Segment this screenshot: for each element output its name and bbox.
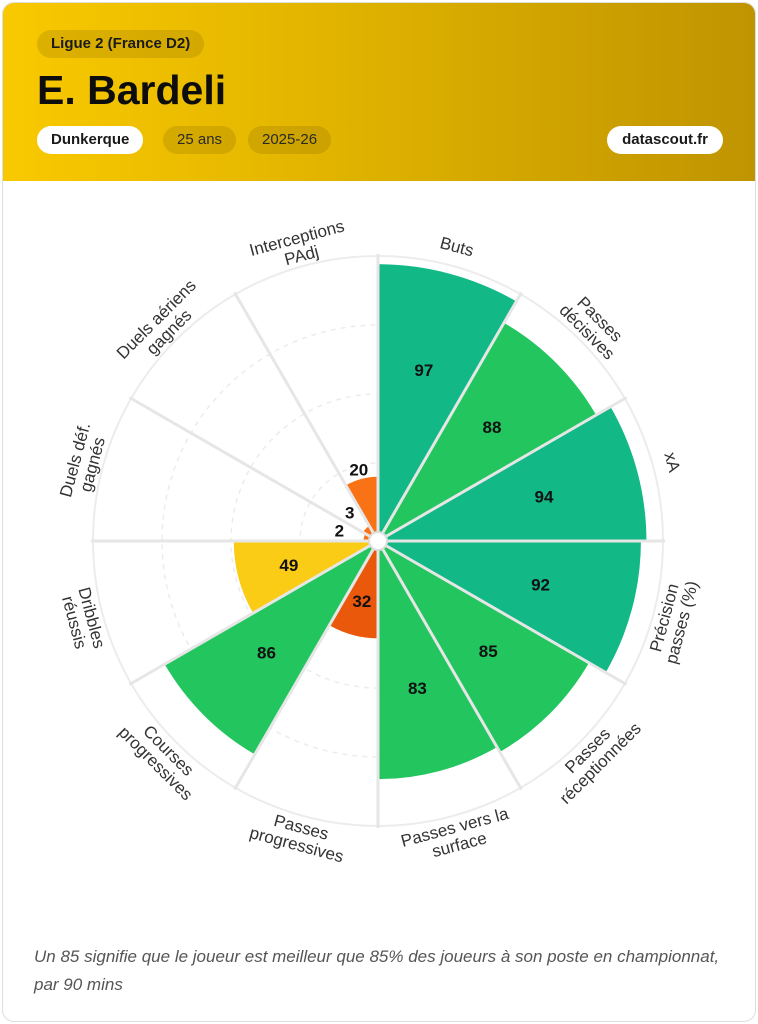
category-label: xA	[660, 450, 684, 475]
spoke-line	[233, 548, 375, 791]
league-badge: Ligue 2 (France D2)	[37, 30, 205, 58]
player-name: E. Bardeli	[37, 67, 227, 113]
category-label-line: Buts	[438, 233, 476, 260]
spoke-line	[381, 548, 523, 791]
spoke-line	[385, 544, 628, 686]
value-label: 86	[257, 643, 276, 662]
value-label: 97	[414, 361, 433, 380]
card-header: Ligue 2 (France D2) E. Bardeli Dunkerque…	[3, 3, 755, 181]
value-label: 94	[534, 488, 553, 507]
bar-wedge[interactable]	[385, 406, 647, 541]
season-badge: 2025-26	[248, 126, 332, 154]
spoke-line	[381, 291, 523, 534]
category-label-line: xA	[660, 450, 684, 475]
bar-wedge[interactable]	[164, 545, 374, 755]
brand-badge[interactable]: datascout.fr	[607, 126, 723, 154]
bar-wedge[interactable]	[378, 548, 498, 780]
bar-wedge[interactable]	[382, 322, 597, 537]
spoke-line	[385, 396, 628, 538]
value-label: 85	[479, 642, 498, 661]
spoke-line	[233, 291, 375, 534]
value-label: 32	[352, 592, 371, 611]
bar-wedge[interactable]	[378, 264, 517, 534]
value-label: 20	[349, 460, 368, 479]
value-label: 2	[335, 522, 344, 541]
center-hub	[368, 531, 388, 551]
footnote: Un 85 signifie que le joueur est meilleu…	[34, 947, 720, 994]
category-label: Buts	[438, 233, 476, 260]
bar-wedge[interactable]	[385, 541, 641, 673]
bar-wedge[interactable]	[233, 541, 371, 614]
bar-wedge[interactable]	[363, 526, 374, 537]
bar-wedge[interactable]	[382, 545, 589, 752]
value-label: 83	[408, 679, 427, 698]
bar-wedge[interactable]	[345, 476, 378, 534]
value-label: 92	[531, 576, 550, 595]
bar-wedge[interactable]	[329, 548, 378, 639]
spoke-line	[128, 544, 371, 686]
spoke-line	[128, 396, 371, 538]
value-label: 3	[345, 504, 354, 523]
value-label: 49	[279, 556, 298, 575]
club-badge: Dunkerque	[37, 126, 144, 154]
value-label: 88	[483, 418, 502, 437]
age-badge: 25 ans	[163, 126, 237, 154]
